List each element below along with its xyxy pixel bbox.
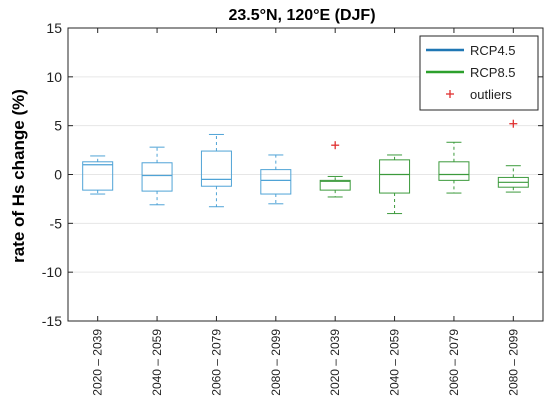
- box-iqr: [438, 161, 470, 181]
- y-tick-label: 10: [46, 69, 62, 85]
- box-iqr: [141, 162, 173, 192]
- chart-title: 23.5°N, 120°E (DJF): [228, 7, 375, 24]
- box-rcp4-5: [200, 133, 232, 208]
- box-rcp8-5: [379, 154, 411, 215]
- outlier-markers: [331, 119, 518, 150]
- legend-entry: RCP4.5: [426, 43, 516, 58]
- x-axis-ticks: 2020 – 2039 2040 – 2059 2060 – 2079 2080 – …: [91, 28, 520, 396]
- legend-entry: RCP8.5: [426, 65, 516, 80]
- box-iqr: [260, 169, 292, 195]
- x-tick-label: 2060 – 2079: [447, 329, 461, 396]
- x-tick-label: 2060 – 2079: [209, 329, 223, 396]
- legend-label: outliers: [470, 87, 512, 102]
- x-tick-label: 2080 – 2099: [269, 329, 283, 396]
- box-rcp8-5: [497, 165, 529, 193]
- y-tick-label: -5: [50, 215, 63, 231]
- outlier-marker: [509, 119, 518, 128]
- x-tick-label: 2040 – 2059: [388, 329, 402, 396]
- legend-label: RCP4.5: [470, 43, 516, 58]
- y-axis-ticks: -15 -10 -5 0 5 10 15: [42, 20, 543, 329]
- x-tick-label: 2040 – 2059: [150, 329, 164, 396]
- legend-label: RCP8.5: [470, 65, 516, 80]
- y-tick-label: 5: [54, 118, 62, 134]
- y-tick-label: -15: [42, 313, 62, 329]
- box-rcp8-5: [438, 141, 470, 194]
- box-iqr: [379, 159, 411, 194]
- box-rcp8-5: [319, 175, 351, 198]
- box-iqr: [82, 161, 114, 191]
- outlier-marker: [331, 141, 340, 150]
- legend: RCP4.5 RCP8.5 outliers: [419, 35, 539, 111]
- grid-lines: [68, 76, 543, 273]
- boxes: [82, 133, 529, 215]
- box-rcp4-5: [82, 155, 114, 195]
- y-tick-label: -10: [42, 264, 62, 280]
- box-rcp4-5: [141, 146, 173, 206]
- y-axis-label: rate of Hs change (%): [9, 89, 28, 263]
- y-tick-label: 15: [46, 20, 62, 36]
- x-tick-label: 2080 – 2099: [506, 329, 520, 396]
- x-tick-label: 2020 – 2039: [328, 329, 342, 396]
- y-tick-label: 0: [54, 167, 62, 183]
- x-tick-label: 2020 – 2039: [91, 329, 105, 396]
- box-iqr: [319, 179, 351, 191]
- box-iqr: [200, 150, 232, 187]
- box-rcp4-5: [260, 154, 292, 205]
- legend-entry: outliers: [446, 87, 512, 102]
